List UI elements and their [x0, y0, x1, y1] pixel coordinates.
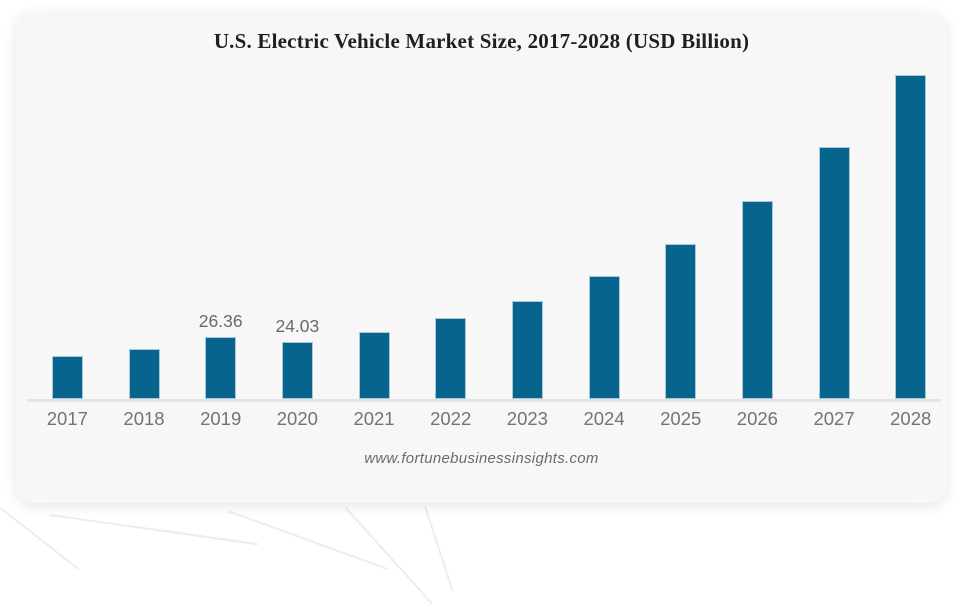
x-tick-label: 2018: [123, 408, 165, 429]
decor-line: [49, 514, 259, 546]
bar-column: [336, 332, 413, 399]
chart-card: U.S. Electric Vehicle Market Size, 2017-…: [16, 12, 947, 503]
bar: [281, 342, 313, 399]
x-axis-line: [27, 399, 941, 402]
bar: [895, 75, 927, 399]
bar-value-label: 24.03: [275, 316, 320, 336]
bar-column: [642, 244, 719, 399]
bar-column: 24.03: [259, 316, 336, 399]
x-tick-label: 2022: [430, 408, 472, 429]
source-text: www.fortunebusinessinsights.com: [364, 450, 599, 467]
bar-column: [872, 75, 949, 399]
bar: [511, 301, 543, 399]
decor-line: [227, 510, 389, 571]
bar: [741, 201, 773, 399]
x-tick-label: 2019: [200, 408, 242, 429]
x-axis-labels: 2017 2018 2019 2020 2021 2022 2023 2024 2025 2026…: [29, 408, 949, 430]
bar: [665, 244, 697, 399]
chart-title: U.S. Electric Vehicle Market Size, 2017-…: [213, 29, 750, 53]
x-tick-label: 2017: [46, 408, 88, 429]
bar: [358, 332, 390, 399]
bar: [588, 276, 620, 399]
bar-column: [489, 301, 566, 399]
x-tick-label: 2023: [506, 408, 548, 429]
bar-plot: 26.36 24.03: [29, 12, 949, 399]
bar: [128, 349, 160, 399]
decor-line: [344, 506, 433, 604]
bar-column: [412, 318, 489, 399]
x-tick-label: 2027: [813, 408, 855, 429]
bar-column: [719, 201, 796, 399]
bar-column: 26.36: [182, 311, 259, 399]
bar: [818, 147, 850, 399]
x-tick-label: 2026: [736, 408, 778, 429]
x-tick-label: 2020: [276, 408, 318, 429]
bar-column: [566, 276, 643, 399]
bar-column: [29, 356, 106, 399]
bar-column: [796, 147, 873, 399]
x-tick-label: 2024: [583, 408, 625, 429]
bar: [435, 318, 467, 399]
x-tick-label: 2021: [353, 408, 395, 429]
bar-value-label: 26.36: [198, 311, 243, 331]
x-tick-label: 2025: [660, 408, 702, 429]
bar-column: [106, 349, 183, 399]
x-tick-label: 2028: [890, 408, 932, 429]
bar: [205, 337, 237, 399]
bar: [51, 356, 83, 399]
decor-line: [424, 505, 454, 592]
